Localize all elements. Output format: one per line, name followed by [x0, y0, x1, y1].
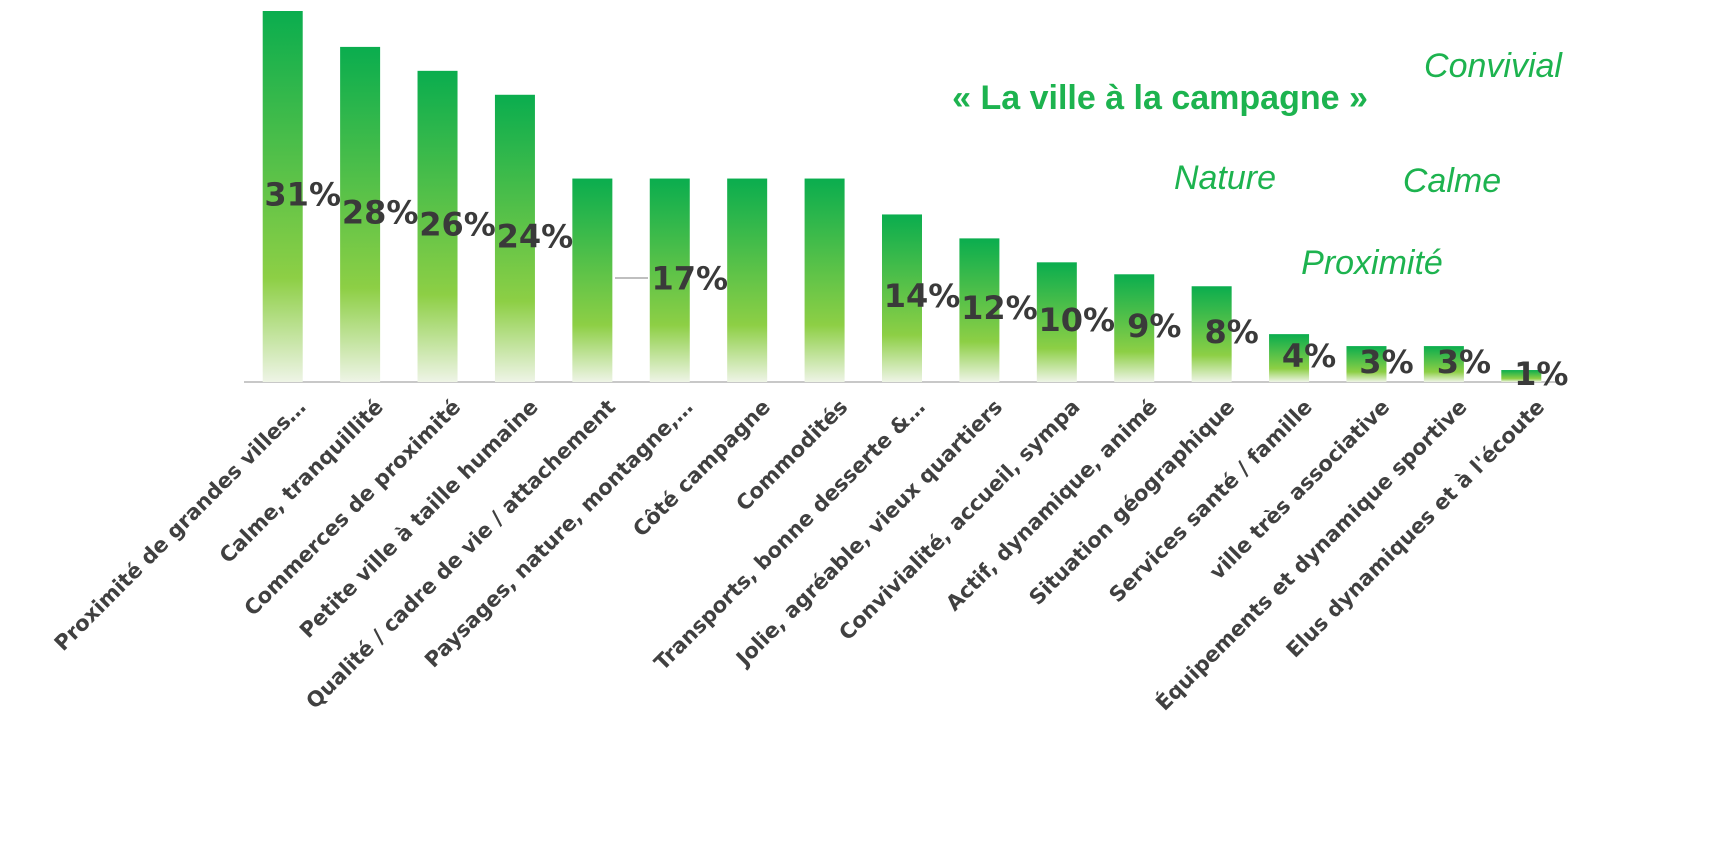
value-label: 3%: [1437, 343, 1491, 381]
annotation: Proximité: [1301, 244, 1443, 282]
value-label: 9%: [1127, 307, 1181, 345]
value-label: 1%: [1514, 355, 1568, 393]
bar: [262, 11, 303, 382]
annotation: Convivial: [1424, 47, 1563, 85]
bar: [1501, 370, 1542, 382]
value-label: 24%: [497, 217, 574, 255]
value-label: 31%: [264, 176, 341, 214]
bar: [727, 178, 768, 382]
x-tick-label: Jolie, agréable, vieux quartiers: [730, 395, 1007, 672]
value-label: 14%: [884, 277, 961, 315]
bar: [1269, 334, 1310, 382]
bar: [882, 214, 922, 382]
bar: [572, 178, 613, 382]
bar: [340, 46, 381, 382]
value-label: 4%: [1282, 337, 1336, 375]
x-tick-label: Transports, bonne desserte &…: [650, 395, 930, 675]
annotation: Nature: [1174, 159, 1276, 197]
bar: [1346, 346, 1387, 382]
bar: [649, 178, 690, 382]
value-label: 3%: [1359, 343, 1413, 381]
bar: [494, 94, 535, 382]
value-label: 12%: [961, 289, 1038, 327]
x-tick-label: Paysages, nature, montagne,…: [420, 395, 698, 673]
value-label: 8%: [1204, 313, 1258, 351]
bar: [959, 238, 1000, 382]
value-label: 28%: [342, 193, 419, 231]
x-tick-label: Côté campagne: [628, 395, 775, 542]
bar: [1036, 262, 1077, 382]
bar: [1114, 274, 1155, 382]
annotation: « La ville à la campagne »: [952, 79, 1368, 117]
bar: [1191, 286, 1232, 382]
value-label: 26%: [419, 205, 496, 243]
bar: [1423, 346, 1464, 382]
annotation: Calme: [1403, 162, 1501, 200]
value-label: 17%: [651, 259, 728, 297]
bar: [417, 70, 458, 382]
bar: [804, 178, 845, 382]
value-label: 10%: [1039, 301, 1116, 339]
